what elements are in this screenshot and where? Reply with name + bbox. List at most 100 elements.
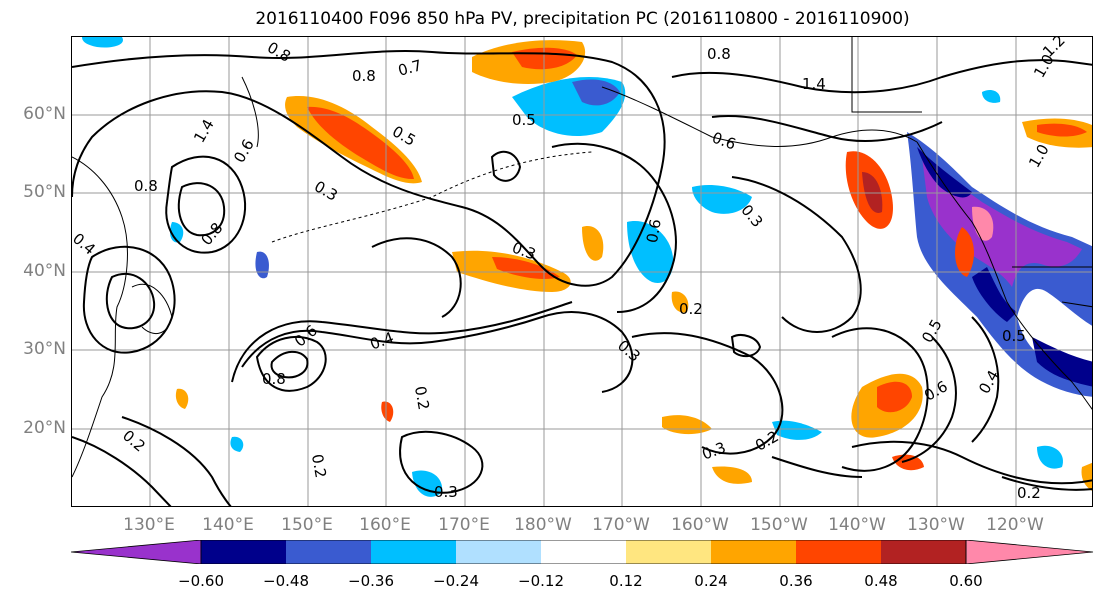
lon-label-150w: 150°W [750, 515, 808, 535]
colorbar-seg-7 [711, 540, 796, 564]
colorbar-tick: 0.24 [694, 572, 728, 590]
coast-asia [72, 156, 128, 478]
contour-label: 0.5 [512, 111, 536, 129]
contour-label: 0.2 [307, 452, 330, 480]
contour-line-4 [105, 272, 156, 330]
colorbar-seg-3 [371, 540, 456, 564]
contour-label: 0.8 [352, 67, 376, 85]
pv-contours [72, 49, 1092, 506]
contour-line-12 [671, 59, 1092, 94]
contour-line-21 [551, 142, 677, 313]
shade-pos-small1 [175, 388, 189, 409]
shade-pos-subtropical-core [877, 381, 912, 413]
coast-kamchatka [241, 76, 259, 148]
contour-line-7 [255, 336, 327, 392]
contour-label: 0.3 [434, 483, 458, 501]
shade-neg-central2 [692, 185, 752, 214]
shade-pos-coast2 [955, 227, 974, 277]
lat-label-40n: 40°N [23, 261, 66, 281]
shade-pos-south [892, 454, 924, 471]
shade-pos-gulf-core [862, 172, 883, 213]
contour-label: 0.8 [262, 370, 286, 388]
lon-label-130e: 130°E [123, 515, 175, 535]
contour-label: 0.8 [134, 177, 158, 195]
shade-neg-west2 [255, 251, 269, 279]
lon-label-120w: 120°W [986, 515, 1044, 535]
contour-line-15 [631, 332, 784, 455]
shade-pos-small3 [662, 415, 712, 435]
contour-line-3 [177, 182, 226, 237]
colorbar-seg-10 [965, 540, 1094, 564]
colorbar-seg-5 [541, 540, 626, 564]
contour-line-11 [399, 430, 484, 494]
contour-label: 0.5 [1002, 327, 1026, 345]
lon-label-170e: 170°E [438, 515, 490, 535]
negative-anomaly-shading [82, 37, 1092, 497]
colorbar-tick: 0.60 [949, 572, 983, 590]
contour-line-13 [711, 115, 943, 143]
colorbar-seg-0 [71, 540, 202, 564]
colorbar-tick: 0.12 [609, 572, 643, 590]
coast-aleutians [271, 151, 593, 243]
contour-line-1 [72, 49, 666, 287]
shade-neg-top-left [82, 37, 123, 48]
contour-line-8 [270, 350, 309, 379]
map-title: 2016110400 F096 850 hPa PV, precipitatio… [255, 9, 910, 29]
contour-line-19 [901, 336, 957, 463]
contour-line-22 [490, 150, 522, 182]
lon-label-140e: 140°E [202, 515, 254, 535]
graticule [72, 37, 1092, 506]
contour-label: 0.2 [1017, 484, 1041, 502]
contour-line-10 [121, 416, 232, 506]
shade-pos-small6 [1081, 462, 1092, 491]
colorbar-outline [200, 540, 967, 564]
colorbar-tick: 0.36 [779, 572, 813, 590]
lat-label-20n: 20°N [23, 418, 66, 438]
border-us-mexico [1061, 301, 1092, 308]
contour-label: 1.4 [802, 75, 826, 93]
lon-label-130w: 130°W [907, 515, 965, 535]
contour-line-14 [731, 176, 862, 333]
contour-line-6 [241, 311, 634, 393]
shade-neg-south [412, 470, 443, 497]
shade-pos-northwest-core [307, 106, 414, 180]
lon-label-180w: 180°W [514, 515, 572, 535]
contour-line-18 [851, 440, 1092, 485]
shade-neg-topright [982, 90, 1001, 103]
contour-label: 0.2 [410, 384, 433, 412]
contour-line-9 [231, 301, 573, 383]
shade-pos-central-core [492, 257, 560, 280]
colorbar-tick: −0.36 [348, 572, 394, 590]
contour-line-23 [72, 436, 172, 506]
coast-alaska-box [851, 37, 922, 113]
shade-neg-mid-south [230, 436, 244, 452]
lon-label-140w: 140°W [828, 515, 886, 535]
shade-neg-far-se [1037, 445, 1063, 469]
colorbar-tick: −0.12 [518, 572, 564, 590]
colorbar-seg-2 [286, 540, 371, 564]
colorbar-tick: −0.60 [178, 572, 224, 590]
shade-neg-coast [972, 267, 1017, 322]
shade-pos-small4 [671, 291, 689, 313]
contour-label: 0.2 [679, 300, 703, 318]
contour-line-26 [1001, 476, 1092, 491]
shade-pos-small2 [381, 401, 394, 422]
contour-line-16 [730, 334, 762, 358]
contour-line-2 [165, 155, 247, 254]
contour-label: 0.8 [707, 45, 731, 63]
colorbar-seg-9 [881, 540, 966, 564]
contour-line-17 [831, 327, 929, 472]
contour-line-20 [971, 316, 1000, 443]
lon-label-160e: 160°E [359, 515, 411, 535]
colorbar-seg-6 [626, 540, 711, 564]
shade-neg-nwamerica-dark [917, 147, 972, 198]
coast-alaska [601, 86, 918, 147]
colorbar-tick: 0.48 [864, 572, 898, 590]
shade-pos-small5 [712, 466, 752, 484]
positive-anomaly-shading [175, 40, 1092, 491]
contour-line-5 [82, 245, 176, 354]
lat-label-50n: 50°N [23, 182, 66, 202]
shade-neg-baja [1032, 337, 1092, 387]
contour-line-24 [371, 237, 462, 318]
colorbar-seg-4 [456, 540, 541, 564]
